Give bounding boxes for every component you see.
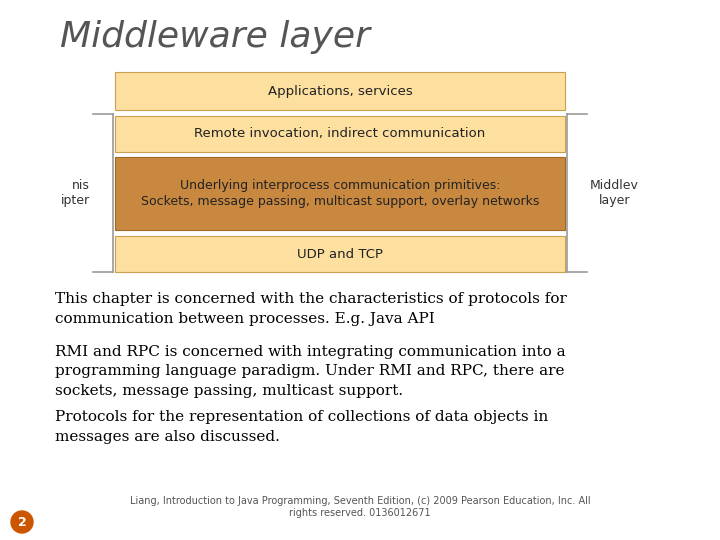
FancyBboxPatch shape (115, 157, 565, 230)
Text: Underlying interprocess communication primitives:
Sockets, message passing, mult: Underlying interprocess communication pr… (141, 179, 539, 207)
FancyBboxPatch shape (115, 236, 565, 272)
Text: Liang, Introduction to Java Programming, Seventh Edition, (c) 2009 Pearson Educa: Liang, Introduction to Java Programming,… (130, 496, 590, 518)
FancyBboxPatch shape (115, 116, 565, 152)
Text: nis
ipter: nis ipter (61, 179, 90, 207)
Text: 2: 2 (17, 516, 27, 529)
Text: RMI and RPC is concerned with integrating communication into a
programming langu: RMI and RPC is concerned with integratin… (55, 345, 566, 398)
Text: Middlev
layer: Middlev layer (590, 179, 639, 207)
Text: This chapter is concerned with the characteristics of protocols for
communicatio: This chapter is concerned with the chara… (55, 292, 567, 326)
Text: Middleware layer: Middleware layer (60, 20, 370, 54)
FancyBboxPatch shape (115, 72, 565, 110)
Circle shape (11, 511, 33, 533)
Text: Remote invocation, indirect communication: Remote invocation, indirect communicatio… (194, 127, 485, 140)
Text: Applications, services: Applications, services (268, 84, 413, 98)
Text: UDP and TCP: UDP and TCP (297, 247, 383, 260)
Text: Protocols for the representation of collections of data objects in
messages are : Protocols for the representation of coll… (55, 410, 548, 443)
